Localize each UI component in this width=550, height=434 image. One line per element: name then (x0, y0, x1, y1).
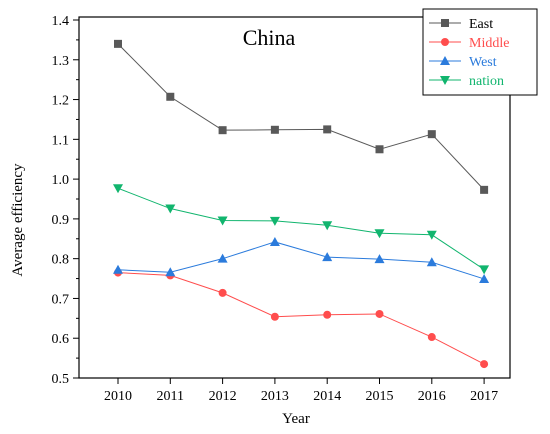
marker-square (375, 145, 384, 154)
marker-triangle-down (165, 204, 176, 214)
marker-square (427, 130, 436, 139)
y-tick-label: 1.2 (52, 94, 70, 109)
marker-circle (441, 38, 449, 46)
marker-triangle-down (479, 265, 490, 275)
marker-triangle-up (440, 56, 450, 65)
y-tick-label: 0.6 (52, 332, 70, 347)
legend-item-east: East (429, 17, 493, 32)
marker-square (166, 92, 175, 101)
x-tick-label: 2013 (261, 389, 289, 404)
marker-triangle-down (269, 216, 280, 226)
series-line-nation (117, 187, 485, 270)
legend-label-middle: Middle (469, 36, 509, 51)
marker-triangle-down (322, 221, 333, 231)
x-tick-label: 2016 (418, 389, 446, 404)
series-line-middle (117, 272, 485, 365)
marker-triangle-up (426, 257, 437, 267)
axes: 0.5 0.6 0.7 0.8 0.9 1.0 1.1 1.2 1.3 1.4 2010 2011 20… (52, 14, 511, 404)
y-tick-label: 1.4 (52, 14, 70, 29)
marker-circle (270, 312, 279, 321)
series-middle (114, 268, 489, 369)
legend-item-middle: Middle (429, 36, 509, 51)
marker-square (441, 19, 449, 27)
x-tick-label: 2014 (313, 389, 341, 404)
x-tick-label: 2011 (157, 389, 184, 404)
series-line-west (117, 241, 485, 280)
series-nation (113, 184, 490, 275)
x-tick-label: 2017 (470, 389, 498, 404)
marker-circle (480, 360, 489, 369)
y-tick-label: 0.5 (52, 372, 70, 387)
marker-triangle-up (113, 264, 123, 274)
marker-triangle-down (374, 229, 385, 239)
x-tick-label: 2012 (209, 389, 237, 404)
plot-frame (78, 16, 511, 379)
marker-circle (375, 309, 384, 318)
legend-item-west: West (429, 55, 497, 70)
legend-label-west: West (469, 55, 497, 70)
marker-circle (218, 288, 227, 297)
marker-circle (427, 333, 436, 342)
series-west (113, 236, 490, 283)
chart-title: China (243, 25, 296, 50)
y-tick-label: 0.8 (52, 253, 70, 268)
series-layer (113, 39, 490, 369)
marker-triangle-down (217, 216, 228, 226)
x-tick-label: 2010 (104, 389, 132, 404)
x-axis-title: Year (282, 411, 310, 427)
y-tick-label: 1.3 (52, 54, 70, 69)
marker-triangle-up (322, 252, 333, 262)
marker-square (218, 126, 227, 135)
y-tick-label: 1.0 (52, 173, 70, 188)
x-tick-label: 2015 (366, 389, 394, 404)
legend-label-nation: nation (469, 74, 504, 89)
legend: East Middle West nation (422, 8, 538, 96)
legend-item-nation: nation (429, 74, 504, 89)
marker-triangle-up (165, 267, 176, 277)
series-line-east (117, 43, 485, 191)
marker-triangle-down (113, 184, 123, 194)
y-axis-title: Average efficiency (10, 163, 26, 277)
legend-label-east: East (469, 17, 493, 32)
marker-triangle-up (374, 254, 385, 264)
marker-triangle-up (479, 273, 490, 283)
marker-triangle-down (440, 76, 450, 85)
marker-square (270, 125, 279, 134)
series-east (114, 39, 489, 194)
y-tick-label: 0.9 (52, 213, 70, 228)
marker-square (114, 39, 122, 48)
y-tick-label: 0.7 (52, 292, 70, 307)
marker-square (480, 185, 489, 194)
marker-square (323, 125, 332, 134)
marker-triangle-up (217, 253, 228, 263)
marker-triangle-down (426, 230, 437, 240)
marker-circle (323, 310, 332, 319)
marker-triangle-up (269, 236, 280, 246)
y-tick-label: 1.1 (52, 133, 70, 148)
